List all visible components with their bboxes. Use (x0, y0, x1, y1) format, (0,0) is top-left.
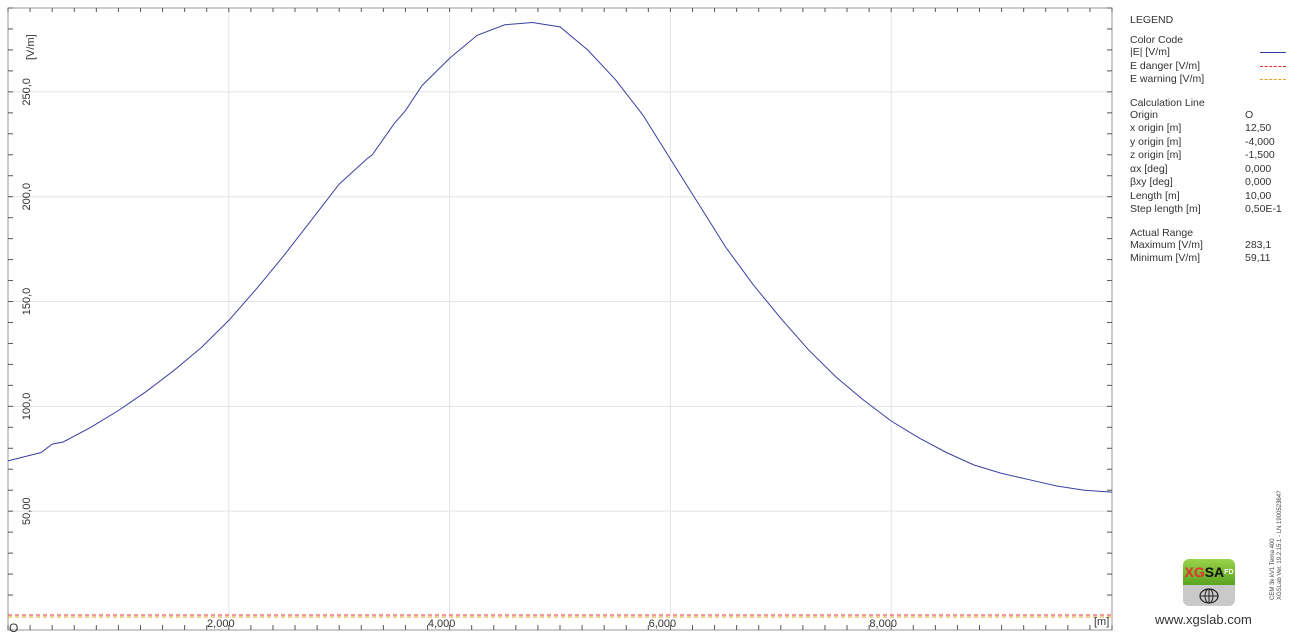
version-line-1: CEM 3k kV1 Terna 400 (1270, 538, 1276, 600)
minor-ticks (7, 7, 1113, 630)
legend-row: Step length [m] 0,50E-1 (1130, 203, 1300, 217)
legend-row-label: Step length [m] (1130, 203, 1201, 215)
legend-row-value: 0,50E-1 (1245, 203, 1282, 215)
y-tick-label: 200,0 (21, 183, 33, 211)
y-tick-label: 100,0 (21, 393, 33, 421)
calc-line-title: Calculation Line (1130, 96, 1205, 109)
x-tick-labels: 2,000 4,000 6,000 8,000 (207, 618, 897, 630)
legend-item-label: |E| [V/m] (1130, 46, 1170, 58)
legend-row: x origin [m] 12,50 (1130, 122, 1300, 136)
series-line-e-field (7, 21, 1113, 493)
legend-swatch (1260, 79, 1286, 81)
legend-items: |E| [V/m] E danger [V/m] E warning [V/m] (1130, 46, 1300, 87)
legend-row-value: 12,50 (1245, 122, 1272, 134)
legend-row: y origin [m] -4,000 (1130, 136, 1300, 150)
legend-swatch (1260, 65, 1286, 67)
grid-lines (8, 8, 1112, 616)
x-tick-label: 8,000 (869, 618, 897, 630)
x-axis-label: [m] (1094, 616, 1109, 628)
y-tick-labels: 50,00 100,0 150,0 200,0 250,0 (21, 78, 33, 525)
legend-panel: LEGEND Color Code |E| [V/m] E danger [V/m… (1130, 14, 1300, 266)
version-line-2: XGSLab Ver. 19.2.15.1 - LN 190052364? (1277, 490, 1283, 600)
legend-row: αx [deg] 0,000 (1130, 163, 1300, 177)
legend-item: |E| [V/m] (1130, 46, 1300, 60)
legend-row-label: αx [deg] (1130, 162, 1168, 175)
version-info: CEM 3k kV1 Terna 400 XGSLab Ver. 19.2.15… (1270, 491, 1284, 600)
legend-item-label: E warning [V/m] (1130, 73, 1205, 85)
logo-text-fd: FD (1224, 568, 1234, 576)
legend-item-label: E danger [V/m] (1130, 59, 1201, 72)
y-tick-label: 150,0 (21, 288, 33, 316)
x-tick-label: 4,000 (428, 618, 456, 630)
legend-row: Length [m] 10,00 (1130, 190, 1300, 204)
legend-row-value: 59,11 (1245, 252, 1271, 264)
plot-frame (7, 7, 1113, 631)
logo-text-xg: XG (1184, 564, 1205, 580)
legend-row-label: x origin [m] (1130, 122, 1182, 134)
legend-row: z origin [m] -1,500 (1130, 149, 1300, 163)
legend-row-value: 283,1 (1245, 238, 1272, 251)
legend-row-value: -4,000 (1245, 135, 1275, 148)
legend-item: E warning [V/m] (1130, 73, 1300, 87)
chart-plot: 50,00 100,0 150,0 200,0 250,0 2,000 4,000 6,00… (7, 7, 1113, 632)
legend-row-value: 0,000 (1245, 162, 1272, 175)
legend-row-label: Length [m] (1130, 189, 1180, 202)
color-code-title: Color Code (1130, 34, 1184, 46)
legend-row-label: z origin [m] (1130, 149, 1182, 161)
threshold-lines (8, 614, 1112, 618)
xgslab-logo: XG SA FD (1183, 559, 1235, 606)
legend-row-label: Minimum [V/m] (1130, 252, 1201, 264)
legend-row-value: 10,00 (1245, 189, 1272, 202)
range-title: Actual Range (1130, 226, 1194, 239)
x-tick-label: 2,000 (207, 618, 235, 630)
legend-row: Maximum [V/m] 283,1 (1130, 239, 1300, 253)
legend-row-label: βxy [deg] (1130, 176, 1173, 188)
logo-text-sa: SA (1204, 564, 1225, 580)
globe-icon (1183, 585, 1235, 606)
x-tick-label: 6,000 (649, 618, 677, 630)
legend-row-label: Maximum [V/m] (1130, 238, 1203, 251)
legend-row: Origin O (1130, 109, 1300, 123)
legend-title: LEGEND (1130, 14, 1174, 26)
y-tick-label: 250,0 (21, 78, 33, 106)
legend-swatch (1260, 52, 1286, 54)
range-rows: Maximum [V/m] 283,1 Minimum [V/m] 59,11 (1130, 239, 1300, 266)
legend-row-label: y origin [m] (1130, 135, 1182, 148)
logo-text: XG SA FD (1183, 559, 1235, 585)
legend-row-value: O (1245, 108, 1254, 121)
legend-row-label: Origin (1130, 108, 1159, 121)
legend-row: βxy [deg] 0,000 (1130, 176, 1300, 190)
y-tick-label: 50,00 (21, 497, 33, 525)
legend-row-value: -1,500 (1245, 149, 1275, 161)
y-axis-label: [V/m] (25, 34, 37, 60)
origin-marker: O (9, 621, 18, 632)
legend-row-value: 0,000 (1245, 176, 1272, 188)
website-link[interactable]: www.xgslab.com (1155, 612, 1252, 627)
legend-item: E danger [V/m] (1130, 60, 1300, 74)
legend-row: Minimum [V/m] 59,11 (1130, 252, 1300, 266)
